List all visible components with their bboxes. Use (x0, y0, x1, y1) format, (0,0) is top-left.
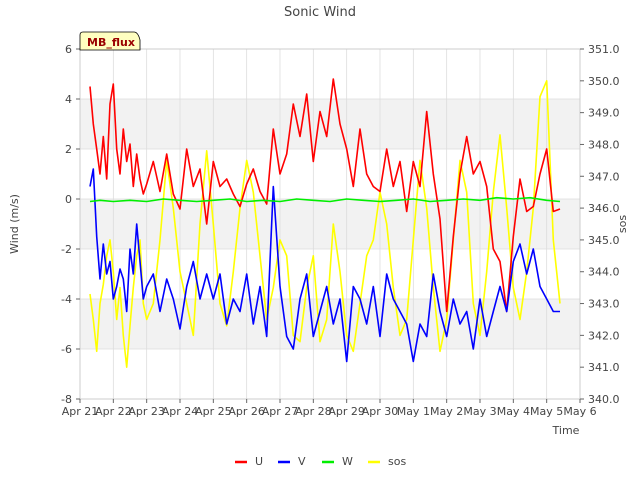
x-tick-label: Apr 22 (95, 405, 132, 418)
plot-frame (79, 48, 581, 400)
legend-label-w: W (342, 455, 353, 468)
x-tick-label: Apr 30 (362, 405, 399, 418)
series-u-line (89, 78, 561, 313)
band (80, 349, 580, 399)
chart-title: Sonic Wind (284, 5, 356, 20)
band (80, 49, 580, 99)
legend-label-u: U (255, 455, 263, 468)
x-tick-label: May 4 (497, 405, 530, 418)
y2-tick-label: 346.0 (588, 202, 620, 215)
y2-tick-label: 341.0 (588, 361, 620, 374)
y-axis-label: Wind (m/s) (8, 194, 21, 254)
y2-tick-label: 347.0 (588, 170, 620, 183)
y2-tick-label: 350.0 (588, 75, 620, 88)
legend-label-v: V (298, 455, 306, 468)
x-tick-label: May 3 (463, 405, 496, 418)
x-tick-label: May 5 (530, 405, 563, 418)
series-sos-line (89, 80, 561, 369)
y-axis-ticks: -8 -6 -4 -2 0 2 4 6 (61, 43, 80, 406)
mb-flux-badge: MB_flux (79, 31, 141, 51)
x-tick-label: Apr 27 (262, 405, 299, 418)
y2-tick-label: 351.0 (588, 43, 620, 56)
y2-tick-label: 348.0 (588, 138, 620, 151)
x-tick-label: Apr 26 (228, 405, 265, 418)
x-tick-label: Apr 28 (295, 405, 332, 418)
y-tick-label: -2 (61, 243, 72, 256)
x-tick-label: May 2 (430, 405, 463, 418)
y2-axis-label: sos (616, 215, 629, 233)
y-tick-label: -8 (61, 393, 72, 406)
y2-tick-label: 340.0 (588, 393, 620, 406)
x-tick-label: May 6 (563, 405, 596, 418)
y2-axis-ticks: 340.0 341.0 342.0 343.0 344.0 345.0 346.0 347.0… (580, 43, 620, 406)
legend-label-sos: sos (388, 455, 406, 468)
y2-tick-label: 342.0 (588, 329, 620, 342)
x-tick-label: May 1 (397, 405, 430, 418)
y-tick-label: -6 (61, 343, 72, 356)
y-tick-label: 4 (65, 93, 72, 106)
badge-box (79, 31, 141, 51)
y2-tick-label: 349.0 (588, 107, 620, 120)
y-tick-label: 0 (65, 193, 72, 206)
x-tick-label: Apr 25 (195, 405, 232, 418)
y-tick-label: 2 (65, 143, 72, 156)
series-lines (89, 78, 561, 369)
x-tick-label: Apr 24 (162, 405, 199, 418)
y2-tick-label: 344.0 (588, 266, 620, 279)
y2-tick-label: 345.0 (588, 234, 620, 247)
x-tick-label: Apr 29 (328, 405, 365, 418)
badge-label: MB_flux (87, 36, 135, 49)
series-v-line (89, 168, 560, 363)
x-axis-label: Time (552, 424, 580, 437)
y-tick-label: -4 (61, 293, 72, 306)
y2-tick-label: 343.0 (588, 298, 620, 311)
y-tick-label: 6 (65, 43, 72, 56)
x-tick-label: Apr 21 (62, 405, 99, 418)
x-tick-label: Apr 23 (128, 405, 165, 418)
series-w-line (89, 196, 561, 203)
band (80, 199, 580, 249)
